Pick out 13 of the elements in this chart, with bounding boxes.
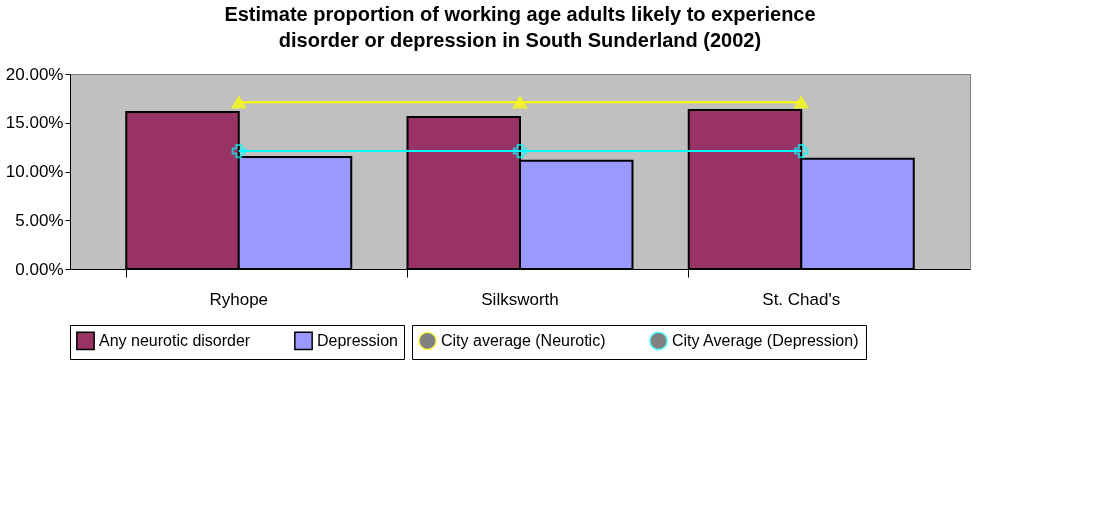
x-tick-label: Silksworth (481, 289, 559, 309)
chart-title: Estimate proportion of working age adults likely to experience disorder or depression in South Sunderland (2002) (224, 3, 816, 51)
y-tick-label: 5.00% (15, 210, 64, 230)
legend-label: Any neurotic disorder (99, 331, 251, 349)
y-tick-label: 15.00% (5, 113, 64, 133)
x-tick-label: St. Chad's (762, 289, 841, 309)
legend-label: City average (Neurotic) (441, 331, 606, 349)
x-tick-label: Ryhope (209, 289, 269, 309)
legend-label: City Average (Depression) (672, 331, 859, 349)
y-tick-label: 0.00% (15, 259, 64, 279)
legend-label: Depression (317, 331, 398, 349)
y-tick-label: 10.00% (5, 162, 64, 181)
y-tick-label: 20.00% (5, 64, 64, 84)
